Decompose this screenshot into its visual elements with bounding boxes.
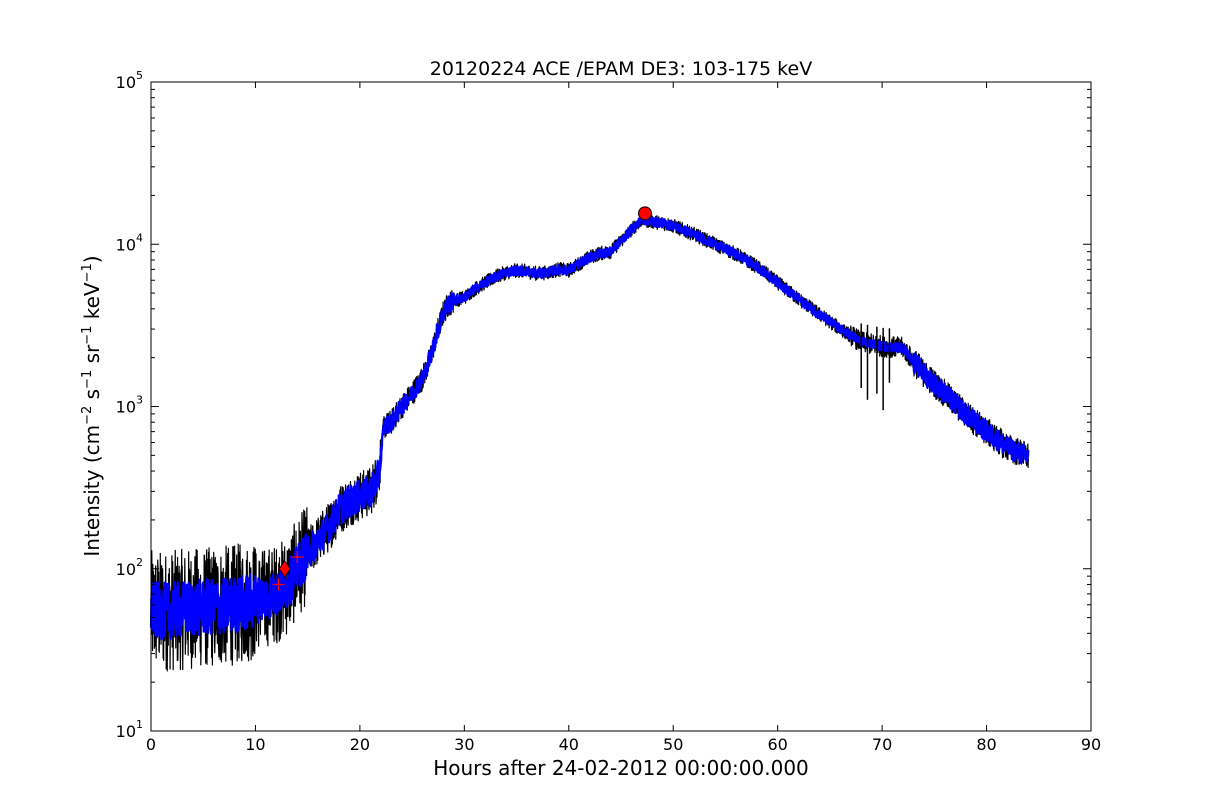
plus-marker bbox=[272, 578, 285, 591]
plus-marker bbox=[291, 551, 304, 564]
x-tick-label: 10 bbox=[245, 735, 265, 754]
x-tick-label: 0 bbox=[146, 735, 156, 754]
y-axis-label-suffix: ) bbox=[80, 255, 104, 263]
y-tick-label: 102 bbox=[116, 556, 143, 579]
y-axis-label-sup3: −1 bbox=[80, 326, 95, 345]
y-tick-label-exp: 4 bbox=[136, 231, 143, 244]
x-tick-label: 70 bbox=[872, 735, 892, 754]
y-tick-label-base: 10 bbox=[116, 73, 136, 92]
y-axis-label-mid1: s bbox=[80, 389, 104, 406]
y-tick-label-exp: 2 bbox=[136, 556, 143, 569]
y-tick-label-exp: 5 bbox=[136, 69, 143, 82]
x-tick-label: 60 bbox=[767, 735, 787, 754]
x-tick-label: 20 bbox=[350, 735, 370, 754]
marker-layer bbox=[272, 206, 653, 591]
y-axis-label-prefix: Intensity (cm bbox=[80, 425, 104, 557]
series-layer bbox=[149, 212, 1030, 672]
x-tick-label: 90 bbox=[1081, 735, 1101, 754]
y-tick-label-exp: 3 bbox=[136, 394, 143, 407]
y-axis-label-mid2: sr bbox=[80, 344, 104, 370]
x-tick-label: 80 bbox=[976, 735, 996, 754]
y-tick-label-base: 10 bbox=[116, 235, 136, 254]
y-tick-label: 104 bbox=[116, 231, 143, 254]
y-tick-label: 101 bbox=[116, 718, 143, 741]
y-axis-label: Intensity (cm−2 s−1 sr−1 keV−1) bbox=[80, 255, 104, 556]
onset-marker bbox=[278, 560, 291, 578]
x-axis-label: Hours after 24-02-2012 00:00:00.000 bbox=[433, 756, 809, 780]
x-tick-label: 50 bbox=[663, 735, 683, 754]
y-tick-label-exp: 1 bbox=[136, 718, 143, 731]
chart-title: 20120224 ACE /EPAM DE3: 103-175 keV bbox=[430, 58, 812, 80]
y-axis-label-sup2: −1 bbox=[80, 370, 95, 389]
series-line-smoothed bbox=[149, 214, 1030, 641]
x-tick-label: 40 bbox=[559, 735, 579, 754]
y-tick-label: 105 bbox=[116, 69, 143, 92]
peak-marker bbox=[638, 206, 653, 221]
y-axis-label-mid3: keV bbox=[80, 282, 104, 326]
y-tick-label-base: 10 bbox=[116, 722, 136, 741]
y-axis-label-sup1: −2 bbox=[80, 406, 95, 425]
y-tick-label: 103 bbox=[116, 394, 143, 417]
x-tick-label: 30 bbox=[454, 735, 474, 754]
y-tick-label-base: 10 bbox=[116, 398, 136, 417]
y-tick-label-base: 10 bbox=[116, 560, 136, 579]
y-axis-label-sup4: −1 bbox=[80, 263, 95, 282]
